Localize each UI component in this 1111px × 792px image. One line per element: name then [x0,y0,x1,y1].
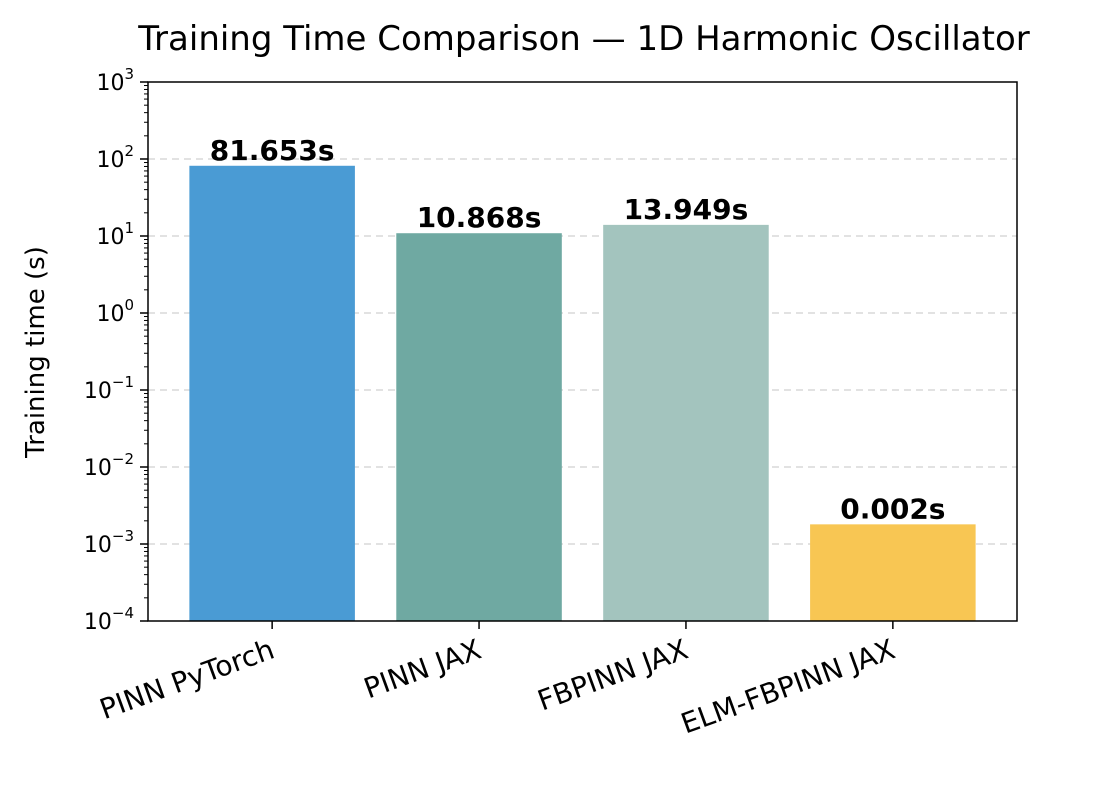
bar-value-label: 10.868s [417,201,542,234]
y-tick-exponent: −4 [112,604,134,622]
x-tick-label: ELM-FBPINN JAX [677,633,900,741]
y-tick-base: 10 [96,71,124,96]
y-tick-base: 10 [84,456,112,481]
bar [189,165,355,621]
y-tick-base: 10 [84,379,112,404]
bar [810,524,976,621]
bars: 81.653s 10.868s 13.949s 0.002s [189,134,976,621]
bar [603,224,769,621]
y-tick-label: 10−4 [84,604,134,635]
y-tick-label: 10−3 [84,527,134,558]
y-tick-label: 100 [96,296,134,327]
y-tick-exponent: 0 [124,296,134,314]
y-tick-exponent: −1 [112,373,134,391]
bar-value-label: 81.653s [210,134,335,167]
y-tick-base: 10 [84,610,112,635]
y-axis-label: Training time (s) [21,246,51,459]
y-tick-label: 10−1 [84,373,134,404]
x-tick-label: PINN PyTorch [95,633,278,727]
plot-frame [147,81,1018,622]
y-tick-base: 10 [84,533,112,558]
y-tick-exponent: −2 [112,450,134,468]
bar-value-label: 0.002s [840,492,945,525]
chart-title: Training Time Comparison — 1D Harmonic O… [137,19,1029,59]
x-tick-label: FBPINN JAX [533,633,692,718]
y-tick-label: 102 [96,142,134,173]
y-tick-base: 10 [96,148,124,173]
y-tick-label: 10−2 [84,450,134,481]
bar [396,233,562,621]
x-axis-ticks: PINN PyTorch PINN JAX FBPINN JAXELM-FBPINN… [95,621,899,741]
y-tick-exponent: −3 [112,527,134,545]
y-tick-label: 103 [96,65,134,96]
y-tick-base: 10 [96,302,124,327]
y-tick-exponent: 3 [124,65,134,83]
y-tick-label: 101 [96,219,134,250]
y-tick-exponent: 2 [124,142,134,160]
x-tick-label: PINN JAX [359,633,485,706]
bar-value-label: 13.949s [624,193,749,226]
y-tick-base: 10 [96,225,124,250]
y-tick-exponent: 1 [124,219,134,237]
